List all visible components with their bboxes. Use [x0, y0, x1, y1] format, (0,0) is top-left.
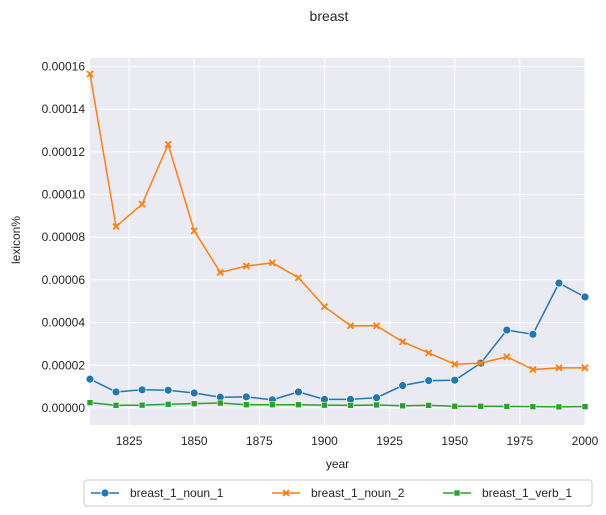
data-point	[581, 403, 589, 410]
y-axis-label: lexicon%	[9, 216, 23, 264]
data-point	[216, 399, 224, 407]
legend-marker	[282, 489, 290, 497]
data-point	[164, 140, 172, 149]
legend-entry: breast_1_noun_1	[91, 486, 224, 500]
data-point	[268, 259, 277, 267]
data-point	[112, 402, 120, 409]
y-tick-label: 0.00010	[42, 188, 86, 202]
data-point	[399, 402, 406, 410]
data-point	[86, 399, 94, 406]
data-point	[346, 322, 355, 330]
legend-label: breast_1_noun_2	[311, 486, 405, 500]
series-breast_1_noun_1	[85, 278, 590, 405]
data-point	[163, 385, 173, 395]
y-tick-label: 0.00006	[42, 273, 86, 287]
data-point	[581, 364, 589, 372]
y-tick-label: 0.00014	[42, 102, 86, 116]
data-point	[529, 403, 537, 410]
data-point	[190, 400, 198, 407]
data-point	[528, 329, 538, 339]
data-point	[425, 349, 433, 357]
data-point	[242, 262, 250, 270]
data-point	[269, 401, 276, 409]
legend-marker	[100, 488, 110, 498]
data-point	[529, 365, 537, 374]
y-tick-label: 0.00004	[42, 316, 86, 330]
y-tick-label: 0.00000	[42, 401, 86, 415]
legend-label: breast_1_noun_1	[130, 486, 224, 500]
data-point	[424, 376, 434, 386]
data-point	[451, 402, 459, 410]
x-tick-label: 1875	[246, 434, 273, 448]
data-point	[580, 292, 590, 302]
data-point	[320, 302, 329, 311]
data-point	[189, 388, 199, 398]
data-point	[85, 374, 95, 384]
data-point	[555, 364, 563, 372]
x-tick-label: 1850	[181, 434, 208, 448]
data-point	[138, 401, 146, 409]
legend-entry: breast_1_noun_2	[272, 486, 405, 500]
data-point	[347, 402, 354, 409]
data-point	[502, 325, 512, 335]
data-point	[477, 402, 485, 410]
series-breast_1_noun_2	[86, 70, 589, 374]
data-point	[295, 401, 302, 409]
chart-title: breast	[310, 8, 349, 24]
legend-box	[83, 479, 593, 507]
data-point	[294, 387, 303, 397]
data-point	[190, 227, 198, 235]
legend-label: breast_1_verb_1	[482, 486, 572, 500]
y-tick-label: 0.00008	[42, 230, 86, 244]
data-point	[451, 360, 459, 368]
data-point	[450, 375, 460, 385]
data-point	[372, 393, 381, 403]
y-tick-label: 0.00012	[42, 145, 86, 159]
data-point	[554, 278, 564, 288]
data-point	[241, 392, 251, 402]
data-point	[112, 222, 120, 231]
series-line	[89, 401, 586, 408]
data-point	[111, 387, 121, 397]
x-tick-label: 2000	[572, 434, 599, 448]
data-point	[425, 402, 432, 409]
data-point	[503, 403, 511, 410]
data-point	[398, 338, 407, 346]
x-tick-label: 1900	[311, 434, 338, 448]
data-point	[138, 200, 146, 208]
data-point	[503, 353, 511, 361]
data-point	[321, 401, 328, 409]
series-breast_1_verb_1	[86, 399, 589, 411]
x-tick-label: 1825	[116, 434, 143, 448]
data-point	[243, 401, 250, 409]
data-point	[86, 70, 94, 78]
data-point	[372, 322, 381, 330]
series-line	[89, 73, 585, 371]
y-tick-label: 0.00002	[42, 358, 86, 372]
data-point	[137, 385, 147, 395]
x-axis-label: year	[326, 457, 349, 471]
x-tick-label: 1925	[376, 434, 403, 448]
x-tick-label: 1950	[441, 434, 468, 448]
data-point	[294, 274, 303, 282]
data-point	[477, 359, 485, 367]
data-point	[555, 403, 563, 411]
y-tick-label: 0.00016	[42, 60, 86, 74]
data-point	[164, 401, 172, 408]
plot-area	[90, 58, 585, 425]
legend-marker	[453, 489, 461, 497]
data-point	[398, 381, 408, 390]
data-point	[373, 401, 380, 409]
legend-entry: breast_1_verb_1	[443, 486, 572, 500]
x-tick-label: 1975	[507, 434, 534, 448]
data-point	[216, 268, 224, 277]
